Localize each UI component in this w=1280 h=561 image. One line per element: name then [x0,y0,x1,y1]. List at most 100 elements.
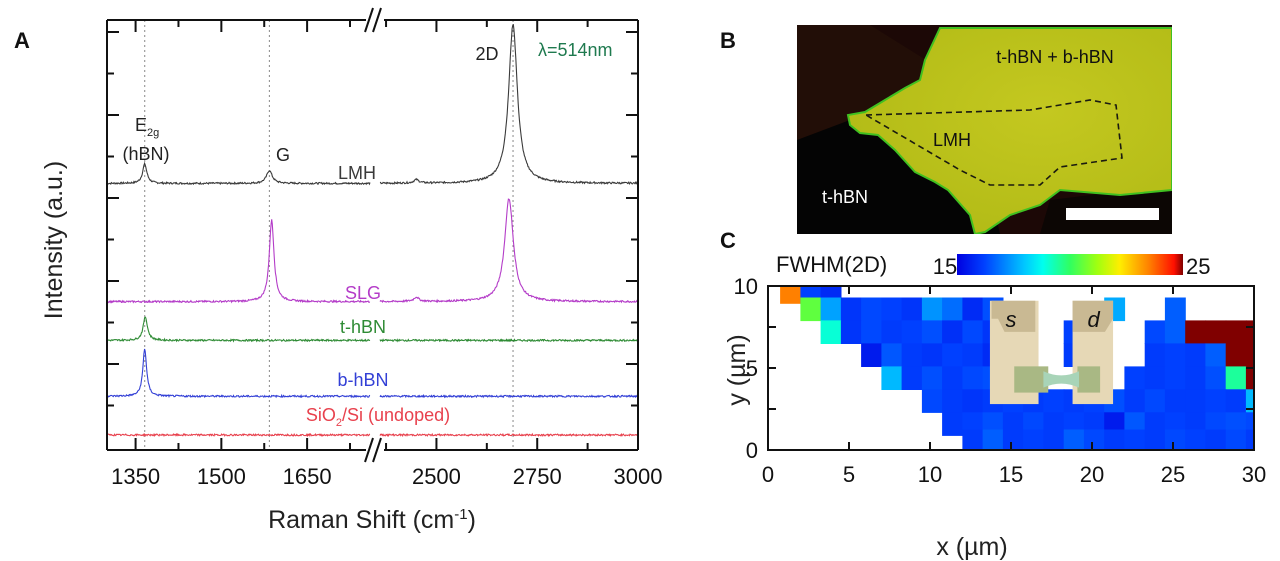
heatmap-cell [901,297,923,322]
lmh-outline [865,99,1123,186]
series-line-lmh-seg2 [379,23,639,186]
heatmap-cell [1124,429,1146,451]
series-line-slg-seg2 [379,198,639,304]
label-t-hbn: t-hBN [822,187,868,207]
heatmap-cell [1043,429,1065,451]
heatmap-cell [1185,389,1207,413]
heatmap-cell [1043,389,1065,413]
x-tick-label: 3000 [614,464,663,489]
heatmap-x-tick-label: 5 [843,462,855,487]
label-sub: 2 [336,417,342,429]
heatmap-cell [1205,366,1227,390]
annotation-e-sub: 2g [147,127,159,139]
heatmap-cell [962,320,984,344]
heatmap-x-tick-label: 25 [1161,462,1185,487]
heatmap-ticks: 0 5 10 15 20 25 30 0 5 10 [734,274,1267,487]
heatmap-cell [1164,389,1186,413]
heatmap-cell [1185,320,1207,344]
heatmap-cell [921,389,943,413]
heatmap-y-tick-label: 10 [734,274,758,299]
annotation-wavelength: λ=514nm [538,40,613,60]
heatmap-cell [1002,429,1024,451]
heatmap-cell [800,297,822,322]
heatmap-cell [1245,320,1255,344]
label-t-hbn-b-hbn: t-hBN + b-hBN [996,47,1114,67]
heatmap-cell [1164,429,1186,451]
x-tick-labels: 1350 1500 1650 2500 2750 3000 [111,464,662,489]
x-axis-title-main: Raman Shift (cm [268,506,454,534]
heatmap-cell [1104,429,1126,451]
x-tick-label: 1500 [197,464,246,489]
x-tick-label: 1350 [111,464,160,489]
heatmap-y-tick-label: 5 [746,356,758,381]
heatmap-cell [1205,389,1227,413]
heatmap-cell [962,366,984,390]
heatmap-cell [1164,366,1186,390]
heatmap-cell [881,366,903,390]
series-label-b-hbn: b-hBN [337,370,388,390]
source-pad [991,300,1036,332]
drain-label: d [1087,307,1100,332]
heatmap-cell [820,297,842,322]
t-hBN-region [797,120,1000,234]
heatmap-cell [1164,320,1186,344]
series-label-slg: SLG [345,283,381,303]
heatmap-cell [942,366,963,390]
heatmap-cell [881,320,903,344]
spectra-series [106,23,639,438]
heatmap-cell [962,389,984,413]
heatmap-x-tick-label: 20 [1080,462,1104,487]
heatmap-cell [962,343,984,367]
heatmap-x-tick-label: 10 [918,462,942,487]
heatmap-x-tick-label: 0 [762,462,774,487]
peak-annotations: E2g (hBN) G 2D λ=514nm [122,40,612,165]
heatmap-cell [1083,429,1105,451]
heatmap-cell [780,286,801,304]
heatmap-cell [881,297,903,322]
heatmap-cell [1245,412,1255,436]
series-line-slg-seg1 [106,219,371,304]
heatmap-cell [1205,343,1227,367]
heatmap-cell [1164,297,1186,322]
break-mark-top-1 [364,7,374,33]
heatmap-cell [840,320,862,344]
heatmap-cell [1245,389,1255,413]
series-label-t-hbn: t-hBN [340,317,386,337]
x-tick-label: 2750 [513,464,562,489]
x-axis-title: Raman Shift (cm-1) [268,506,476,534]
heatmap-cell [921,320,943,344]
annotation-2d: 2D [475,44,498,64]
heatmap-cell [962,429,984,451]
heatmap-cell [861,297,882,322]
heatmap-cell [1144,366,1166,390]
heatmap-cell [1144,343,1166,367]
heatmap-cell [1245,343,1255,367]
heatmap-cell [1063,429,1085,451]
heatmap-y-tick-label: 0 [746,438,758,463]
source-label: s [1006,307,1017,332]
annotation-e: E [135,115,147,135]
annotation-e2g: E2g [135,115,159,139]
heatmap-cell [1023,429,1044,451]
series-line-sio2-si-undoped--seg2 [379,432,639,438]
heatmap-cell [1164,343,1186,367]
heatmap-cell [1144,320,1166,344]
colorbar [957,254,1183,275]
heatmap-title: FWHM(2D) [776,252,887,277]
x-axis-title-close: ) [468,506,476,534]
series-line-b-hbn-seg2 [379,393,639,399]
heatmap-cell [921,343,943,367]
heatmap-cell [1225,320,1247,344]
axis-frame [106,7,639,463]
flake [846,27,1172,234]
axis-ticks [107,20,639,450]
heatmap-cell [1245,429,1255,451]
heatmap-cell [921,297,943,322]
channel [1043,371,1080,388]
heatmap-cell [1205,320,1227,344]
heatmap-cell [1185,366,1207,390]
contact-left [1014,366,1049,393]
heatmap-cell [881,343,903,367]
